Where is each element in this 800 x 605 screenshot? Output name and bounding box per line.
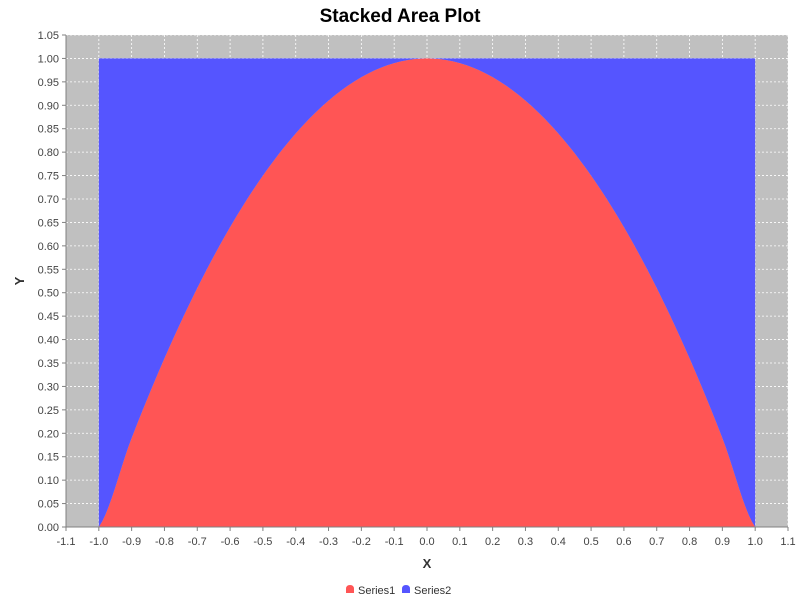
x-tick-label: 0.8 bbox=[682, 536, 697, 548]
x-tick-label: 0.1 bbox=[452, 536, 467, 548]
x-tick-label: 0.0 bbox=[419, 536, 434, 548]
x-tick-label: -0.6 bbox=[221, 536, 240, 548]
x-tick-label: 0.7 bbox=[649, 536, 664, 548]
legend-item-series2: Series2 bbox=[402, 585, 451, 597]
legend-label: Series2 bbox=[414, 585, 451, 597]
y-tick-label: 0.45 bbox=[38, 311, 59, 323]
x-tick-label: -0.2 bbox=[352, 536, 371, 548]
x-tick-label: -0.7 bbox=[188, 536, 207, 548]
area-series2 bbox=[98, 58, 756, 528]
x-tick-label: -1.1 bbox=[57, 536, 76, 548]
x-tick-label: 0.6 bbox=[616, 536, 631, 548]
y-tick-label: 0.90 bbox=[38, 100, 59, 112]
area-series1 bbox=[98, 58, 756, 528]
x-tick-label: -0.1 bbox=[385, 536, 404, 548]
y-tick-label: 0.05 bbox=[38, 499, 59, 511]
y-tick-label: 0.40 bbox=[38, 335, 59, 347]
area-series bbox=[98, 58, 756, 528]
axes: -1.1 -1.0 -0.9 -0.8 -0.7 -0.6 -0.5 -0.4 -0.3 -0.2… bbox=[38, 30, 796, 548]
x-tick-label: 0.5 bbox=[583, 536, 598, 548]
x-tick-label: 1.1 bbox=[780, 536, 795, 548]
legend: Series1 Series2 bbox=[346, 585, 451, 597]
y-tick-label: 0.55 bbox=[38, 264, 59, 276]
y-tick-label: 0.75 bbox=[38, 171, 59, 183]
x-tick-label: -1.0 bbox=[89, 536, 108, 548]
legend-swatch bbox=[402, 585, 410, 593]
x-tick-label: -0.3 bbox=[319, 536, 338, 548]
legend-swatch bbox=[346, 585, 354, 593]
y-tick-label: 0.70 bbox=[38, 194, 59, 206]
y-tick-label: 1.00 bbox=[38, 53, 59, 65]
x-tick-label: -0.9 bbox=[122, 536, 141, 548]
x-tick-label: 1.0 bbox=[748, 536, 763, 548]
x-tick-label: 0.4 bbox=[551, 536, 566, 548]
x-tick-label: 0.3 bbox=[518, 536, 533, 548]
y-tick-label: 0.60 bbox=[38, 241, 59, 253]
y-tick-label: 0.35 bbox=[38, 358, 59, 370]
x-axis-label: X bbox=[423, 556, 432, 571]
y-tick-label: 0.85 bbox=[38, 124, 59, 136]
x-tick-label: 0.9 bbox=[715, 536, 730, 548]
y-tick-label: 0.80 bbox=[38, 147, 59, 159]
legend-item-series1: Series1 bbox=[346, 585, 395, 597]
y-tick-label: 0.30 bbox=[38, 381, 59, 393]
chart-title: Stacked Area Plot bbox=[320, 6, 482, 27]
x-tick-label: 0.2 bbox=[485, 536, 500, 548]
y-tick-label: 0.10 bbox=[38, 475, 59, 487]
y-tick-label: 0.00 bbox=[38, 522, 59, 534]
x-tick-label: -0.5 bbox=[253, 536, 272, 548]
y-tick-label: 0.50 bbox=[38, 288, 59, 300]
y-tick-label: 0.20 bbox=[38, 428, 59, 440]
y-tick-label: 1.05 bbox=[38, 30, 59, 42]
x-tick-label: -0.4 bbox=[286, 536, 305, 548]
legend-label: Series1 bbox=[358, 585, 395, 597]
y-tick-label: 0.95 bbox=[38, 77, 59, 89]
x-tick-label: -0.8 bbox=[155, 536, 174, 548]
y-tick-label: 0.25 bbox=[38, 405, 59, 417]
y-axis-label: Y bbox=[12, 276, 27, 285]
y-tick-label: 0.65 bbox=[38, 217, 59, 229]
y-tick-label: 0.15 bbox=[38, 452, 59, 464]
